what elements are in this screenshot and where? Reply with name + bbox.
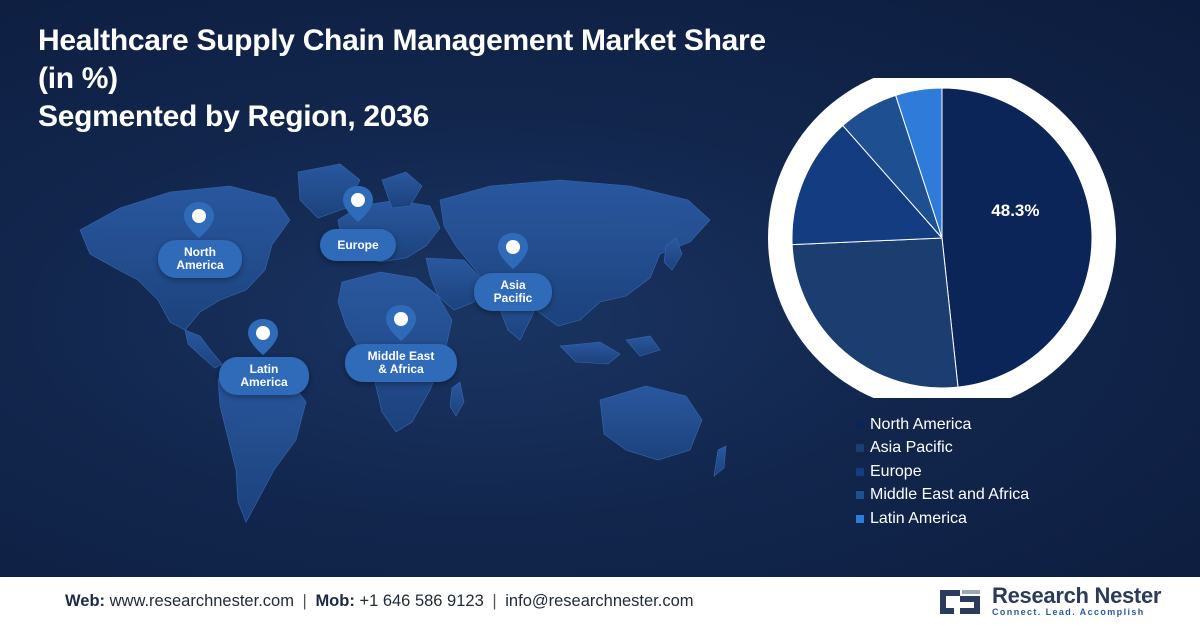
north-america-label-line-1: North bbox=[184, 245, 216, 259]
title-line-1: Healthcare Supply Chain Management Marke… bbox=[38, 24, 766, 95]
legend-label: Europe bbox=[870, 462, 922, 480]
map-label-north-america: North America bbox=[158, 240, 242, 278]
legend-item: Asia Pacific bbox=[856, 437, 1029, 461]
legend-item: Europe bbox=[856, 460, 1029, 484]
north-america-label-line-2: America bbox=[176, 258, 224, 272]
chart-title: Healthcare Supply Chain Management Marke… bbox=[38, 22, 798, 136]
separator-2: | bbox=[492, 592, 497, 610]
europe-location-pin-icon bbox=[343, 186, 373, 222]
asia-pacific-label-line-1: Asia bbox=[500, 278, 526, 292]
separator-1: | bbox=[302, 592, 307, 610]
latin-america-label-line-1: Latin bbox=[249, 362, 279, 376]
pie-data-label: 48.3% bbox=[991, 201, 1039, 220]
contact-info: Web: www.researchnester.com | Mob: +1 64… bbox=[65, 592, 694, 611]
middle-east-africa-location-pin-icon bbox=[386, 305, 416, 341]
middle-east-africa-label-line-1: Middle East bbox=[367, 349, 435, 363]
pie-slice-asia-pacific bbox=[791, 237, 959, 389]
web-link[interactable]: www.researchnester.com bbox=[109, 592, 294, 610]
pie-chart-svg: 48.3% bbox=[768, 64, 1116, 412]
mob-label: Mob: bbox=[315, 592, 355, 610]
research-nester-logo-icon bbox=[940, 589, 980, 614]
map-label-middle-east-africa: Middle East & Africa bbox=[345, 344, 457, 382]
legend-label: North America bbox=[870, 415, 972, 433]
legend-item: North America bbox=[856, 413, 1029, 437]
legend-item: Middle East and Africa bbox=[856, 484, 1029, 508]
footer: Web: www.researchnester.com | Mob: +1 64… bbox=[0, 577, 1200, 628]
asia-pacific-location-pin-icon bbox=[498, 233, 528, 269]
pie-slice-latin-america bbox=[895, 87, 943, 239]
title-line-2: Segmented by Region, 2036 bbox=[38, 100, 429, 133]
logo-name: Research Nester bbox=[992, 583, 1162, 608]
north-america-location-pin-icon bbox=[184, 202, 214, 238]
asia-pacific-label-line-2: Pacific bbox=[493, 291, 533, 305]
web-label: Web: bbox=[65, 592, 106, 610]
mobile-number[interactable]: +1 646 586 9123 bbox=[359, 592, 484, 610]
legend-swatch bbox=[856, 420, 864, 429]
legend-label: Latin America bbox=[870, 509, 967, 527]
chart-legend: North America Asia Pacific Europe Middle Ea… bbox=[856, 413, 1029, 531]
pie-slice-europe bbox=[791, 124, 944, 246]
legend-label: Middle East and Africa bbox=[870, 486, 1030, 504]
legend-swatch bbox=[856, 467, 864, 476]
legend-swatch bbox=[856, 514, 864, 523]
pie-slice-north-america bbox=[941, 87, 1093, 388]
legend-label: Asia Pacific bbox=[870, 439, 953, 457]
europe-label-line-1: Europe bbox=[337, 237, 379, 252]
map-label-latin-america: Latin America bbox=[219, 357, 309, 395]
legend-swatch bbox=[856, 491, 864, 500]
pie-chart: 48.3% bbox=[764, 64, 1120, 412]
email-link[interactable]: info@researchnester.com bbox=[505, 592, 694, 610]
logo-tagline: Connect. Lead. Accomplish bbox=[992, 607, 1145, 617]
legend-swatch bbox=[856, 444, 864, 453]
research-nester-logo[interactable]: Research Nester Connect. Lead. Accomplis… bbox=[936, 585, 1161, 618]
map-label-europe: Europe bbox=[320, 229, 396, 261]
legend-item: Latin America bbox=[856, 507, 1029, 531]
latin-america-location-pin-icon bbox=[248, 319, 278, 355]
map-label-asia-pacific: Asia Pacific bbox=[474, 273, 552, 311]
latin-america-label-line-2: America bbox=[240, 375, 288, 389]
middle-east-africa-label-line-2: & Africa bbox=[378, 362, 424, 376]
